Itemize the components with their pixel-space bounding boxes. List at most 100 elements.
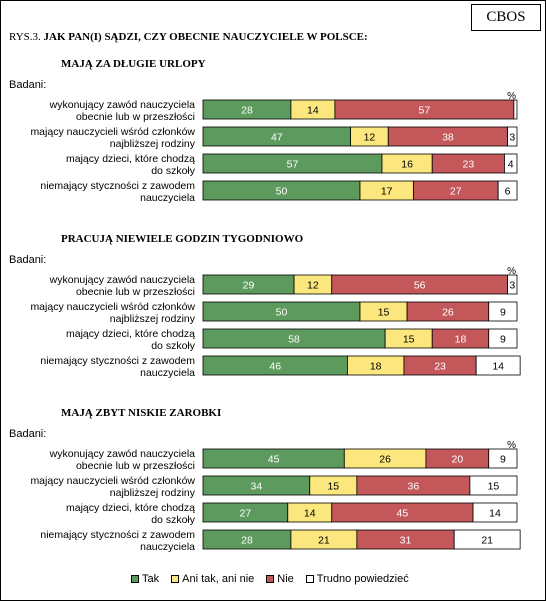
data-label-tak: 45 [268,454,280,466]
bar-segment-trudno [453,529,521,550]
data-label-nie: 27 [450,186,462,198]
category-tick-label: nauczyciela [140,367,195,379]
category-tick-label: nauczyciela [140,541,195,553]
data-label-trudno: 3 [509,280,515,292]
group-label: Badani: [9,79,46,91]
data-label-trudno: 14 [492,361,504,373]
data-label-tak: 27 [240,508,252,520]
category-tick-label: obecnie lub w przeszłości [76,286,195,298]
category-tick-label: obecnie lub w przeszłości [76,460,195,472]
legend-label-ani: Ani tak, ani nie [182,573,255,585]
legend: Tak Ani tak, ani nie Nie Trudno powiedzi… [131,573,421,585]
category-tick-label: mający dzieci, które chodzą [66,328,195,340]
data-label-tak: 50 [276,186,288,198]
data-label-tak: 28 [241,535,253,547]
legend-item-ani: Ani tak, ani nie [171,573,254,585]
panel-title: MAJĄ ZA DŁUGIE URLOPY [61,58,206,70]
data-label-nie: 31 [400,535,412,547]
legend-item-nie: Nie [266,573,294,585]
percent-unit-label: % [507,440,516,451]
data-label-ani: 21 [318,535,330,547]
data-label-nie: 23 [462,159,474,171]
category-tick-label: do szkoły [151,340,196,352]
legend-label-tak: Tak [142,573,160,585]
data-label-tak: 34 [251,481,263,493]
data-label-trudno: 4 [508,159,514,171]
cbos-logo: CBOS [471,4,541,31]
category-tick-label: niemający styczności z zawodem [40,180,195,192]
data-label-ani: 15 [403,334,415,346]
category-tick-label: niemający styczności z zawodem [40,355,195,367]
data-label-tak: 47 [271,132,283,144]
bar-segment-trudno [507,126,518,147]
bar-segment-trudno [475,355,521,376]
category-tick-label: do szkoły [151,165,196,177]
figure-number: RYS.3. [9,31,41,43]
bar-segment-trudno [488,301,518,322]
bar-segment-trudno [507,274,518,295]
category-tick-label: wykonujący zawód nauczyciela [49,99,195,111]
data-label-trudno: 6 [505,186,511,198]
bar-segment-trudno [504,153,518,174]
data-label-tak: 29 [243,280,255,292]
data-label-nie: 20 [451,454,463,466]
category-tick-label: niemający styczności z zawodem [40,529,195,541]
data-label-trudno: 3 [509,132,515,144]
category-tick-label: mający dzieci, które chodzą [66,502,195,514]
data-label-ani: 16 [401,159,413,171]
category-tick-label: mający nauczycieli wśród członków [30,301,195,313]
legend-item-trudno: Trudno powiedzieć [305,573,409,585]
data-label-nie: 36 [408,481,420,493]
data-label-ani: 26 [379,454,391,466]
percent-unit-label: % [507,91,516,102]
category-tick-label: najbliższej rodziny [110,138,196,150]
data-label-ani: 15 [378,307,390,319]
data-label-nie: 57 [419,105,431,117]
data-label-nie: 26 [442,307,454,319]
data-label-trudno: 21 [481,535,493,547]
category-tick-label: do szkoły [151,514,196,526]
category-tick-label: mający nauczycieli wśród członków [30,126,195,138]
data-label-trudno: 15 [488,481,500,493]
data-label-nie: 18 [455,334,467,346]
bar-segment-trudno [469,475,518,496]
data-label-nie: 23 [434,361,446,373]
data-label-ani: 12 [364,132,376,144]
legend-swatch-tak [131,575,139,583]
category-tick-label: wykonujący zawód nauczyciela [49,274,195,286]
legend-item-tak: Tak [131,573,159,585]
percent-unit-label: % [507,266,516,277]
bar-segment-trudno [488,328,518,349]
data-label-trudno: 14 [489,508,501,520]
data-label-ani: 14 [307,105,319,117]
data-label-tak: 50 [276,307,288,319]
data-label-trudno: 9 [500,334,506,346]
category-tick-label: najbliższej rodziny [110,487,196,499]
legend-swatch-ani [171,575,180,583]
category-tick-label: najbliższej rodziny [110,313,196,325]
data-label-tak: 57 [287,159,299,171]
data-label-ani: 12 [307,280,319,292]
legend-swatch-nie [266,575,275,583]
data-label-ani: 15 [327,481,339,493]
data-label-tak: 28 [241,105,253,117]
group-label: Badani: [9,428,46,440]
bar-segment-trudno [488,448,518,469]
stacked-bar-chart: MAJĄ ZA DŁUGIE URLOPY Badani:% wykonujący … [9,58,521,553]
panel-title: PRACUJĄ NIEWIELE GODZIN TYGODNIOWO [61,233,304,245]
bar-segment-trudno [513,99,518,120]
data-label-ani: 17 [381,186,393,198]
legend-label-trudno: Trudno powiedzieć [316,573,409,585]
category-tick-label: obecnie lub w przeszłości [76,111,195,123]
legend-swatch-trudno [305,575,314,583]
data-label-nie: 56 [414,280,426,292]
data-label-tak: 46 [269,361,281,373]
data-label-trudno: 9 [500,307,506,319]
data-label-ani: 18 [370,361,382,373]
data-label-ani: 14 [304,508,316,520]
category-tick-label: wykonujący zawód nauczyciela [49,448,195,460]
figure-title: RYS.3. JAK PAN(I) SĄDZI, CZY OBECNIE NAU… [9,31,368,43]
category-tick-label: mający nauczycieli wśród członków [30,475,195,487]
legend-label-nie: Nie [277,573,294,585]
